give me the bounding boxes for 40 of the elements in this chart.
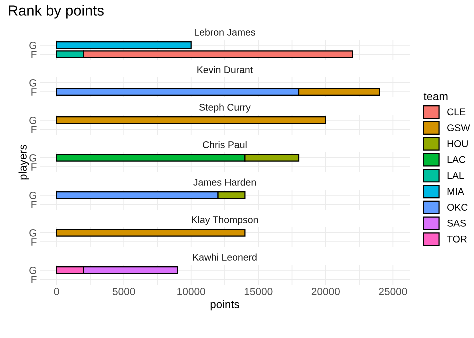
- legend-label: HOU: [448, 140, 468, 148]
- chart-subtitle: Kevin Durant: [198, 66, 254, 74]
- legend-label: LAC: [448, 156, 466, 164]
- chart-subtitle: Klay Thompson: [192, 216, 258, 226]
- x-axis-title: points: [210, 300, 240, 311]
- y-tick-label: G: [30, 154, 36, 162]
- y-tick-label: G: [30, 192, 36, 200]
- chart-subtitle: Steph Curry: [200, 104, 251, 113]
- legend-label: CLE: [448, 108, 466, 116]
- y-tick-label: G: [30, 79, 36, 87]
- y-tick-label: F: [32, 88, 37, 96]
- x-tick-label: 0: [54, 288, 60, 296]
- legend-label: LAL: [448, 172, 464, 180]
- x-tick-label: 25000: [379, 288, 408, 296]
- y-tick-label: F: [32, 276, 37, 284]
- chart-subtitle: Chris Paul: [203, 141, 247, 148]
- chart-subtitle: Kawhi Leonerd: [193, 254, 257, 261]
- x-tick-label: 10000: [178, 288, 206, 296]
- legend-label: MIA: [448, 188, 464, 195]
- legend-label: GSW: [448, 124, 470, 132]
- y-axis-title: players: [18, 144, 30, 180]
- legend-label: TOR: [447, 236, 467, 243]
- y-tick-label: G: [30, 266, 36, 274]
- y-tick-label: G: [30, 42, 36, 50]
- y-tick-label: F: [32, 51, 37, 58]
- x-tick-label: 5000: [112, 288, 136, 296]
- y-tick-label: G: [30, 229, 36, 237]
- y-tick-label: F: [32, 238, 37, 246]
- y-tick-label: G: [30, 116, 36, 124]
- y-tick-label: F: [32, 126, 37, 134]
- chart-title: Rank by points: [9, 5, 104, 19]
- y-tick-label: F: [32, 164, 37, 171]
- chart-subtitle: Lebron James: [194, 28, 256, 36]
- x-tick-label: 20000: [312, 288, 340, 296]
- legend-label: SAS: [448, 220, 466, 227]
- y-tick-label: F: [32, 201, 37, 208]
- chart-subtitle: James Harden: [194, 178, 256, 186]
- legend-label: OKC: [448, 204, 468, 211]
- x-tick-label: 15000: [244, 288, 273, 296]
- legend-title: team: [424, 93, 448, 100]
